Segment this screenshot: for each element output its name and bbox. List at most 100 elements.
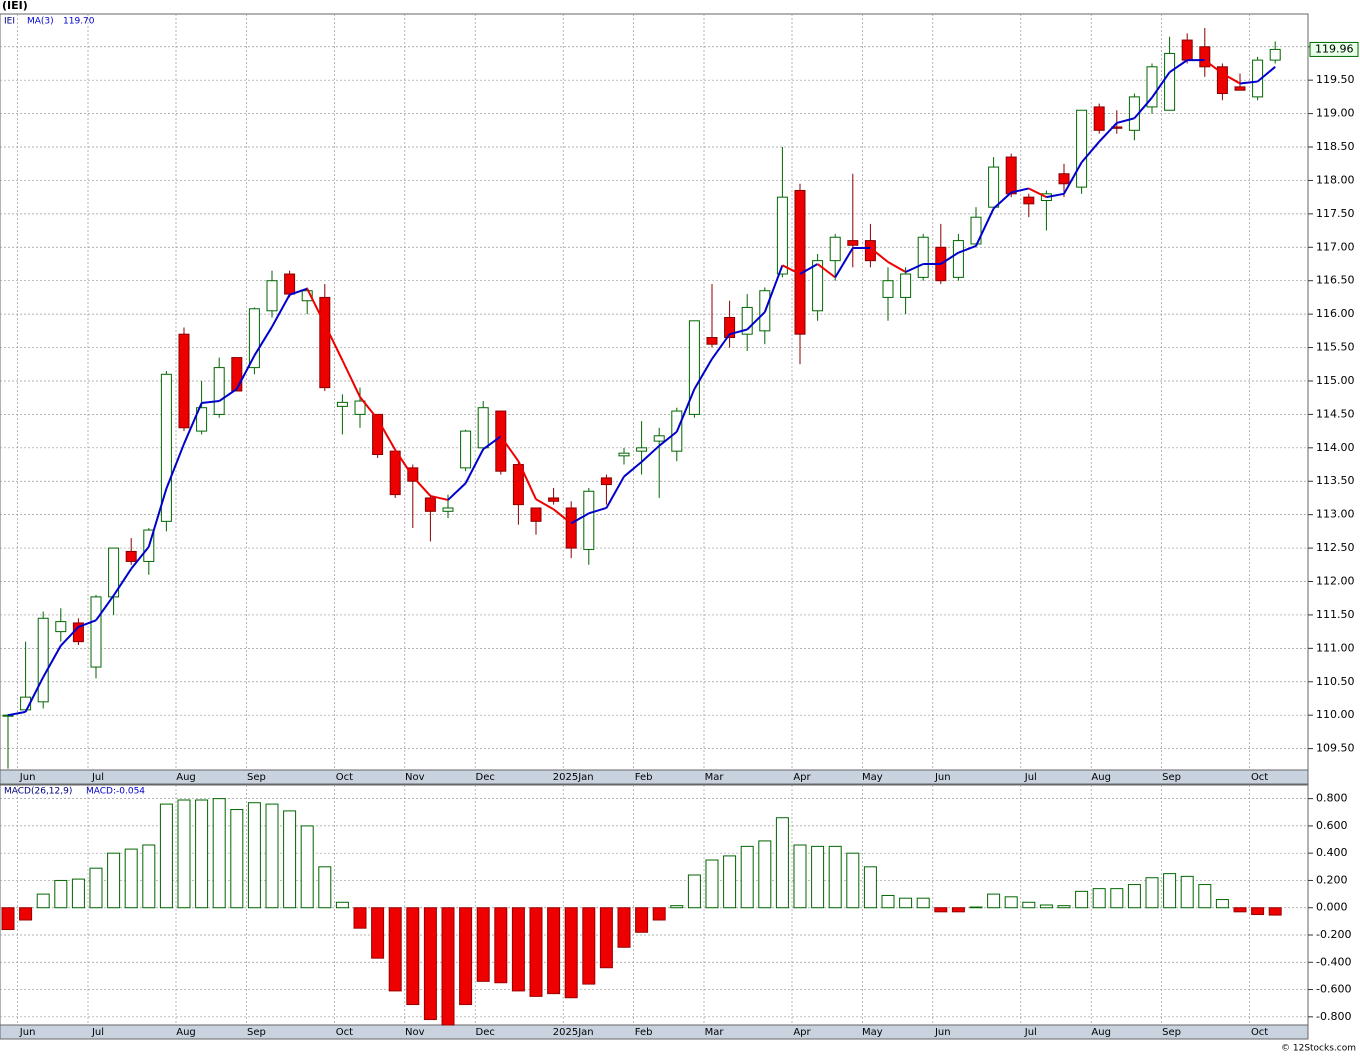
ma-segment [588,507,607,515]
ma-segment [394,449,414,478]
macd-bar [1127,884,1141,909]
chart-title: (IEI) [2,0,28,12]
x-tick-label: Oct [1251,1027,1268,1038]
macd-bar [1039,904,1053,909]
ma-segment [640,445,660,463]
candle-body [477,407,489,449]
y-tick-label: 117.50 [1316,207,1355,220]
ma-segment [253,326,273,357]
macd-bar [670,905,684,909]
ma-segment [1133,96,1153,119]
x-tick-label: Sep [247,1027,266,1038]
ma-segment [992,191,1012,210]
macd-bar [1,907,15,931]
ma-segment [1239,80,1258,85]
x-tick-label: Jun [934,1027,951,1038]
macd-bar [476,907,490,982]
macd-bar [195,799,209,909]
macd-bar [652,907,666,921]
candle-body [530,507,542,522]
y-tick-label: 113.50 [1316,474,1355,487]
ma-segment [570,512,590,525]
macd-bar [881,894,895,909]
candle-body [354,400,366,415]
candle-body [812,260,824,312]
x-tick-label: Dec [476,772,495,783]
macd-bar [1075,890,1089,909]
macd-bar [54,879,68,909]
macd-bar [687,874,701,909]
macd-bar [758,840,772,909]
x-tick-label: May [862,772,883,783]
macd-bar [511,907,525,992]
ma-segment [834,247,854,278]
candle-body [1234,86,1246,91]
candle-body [864,240,876,262]
candle-body [2,714,14,717]
macd-bar [36,893,50,909]
macd-bar [951,907,965,913]
ma-segment [623,461,643,478]
ma-segment [323,323,344,361]
macd-bar [441,907,455,1026]
ma-segment [112,568,133,597]
candle-body [724,316,736,339]
candle-body [776,196,788,275]
x-tick-label: Sep [247,772,266,783]
y-tick-label: 116.50 [1316,274,1355,287]
y-tick-label: 114.00 [1316,441,1355,454]
ma-segment [359,396,379,420]
candle-body [565,507,577,549]
ma-segment [1169,59,1188,73]
candle-body [688,320,700,415]
ma-segment [341,359,361,398]
macd-bar [142,844,156,909]
macd-bar [899,897,913,909]
macd-bar [265,803,279,909]
x-tick-label: Feb [635,772,653,783]
candle-body [231,357,243,392]
x-tick-label: Oct [336,1027,353,1038]
y-tick-label: 114.50 [1316,407,1355,420]
macd-bar [828,845,842,909]
ma-segment [746,311,766,331]
ma-segment [1116,117,1135,124]
macd-bar [863,866,877,909]
macd-bar [335,901,349,909]
candle-body [1146,66,1158,108]
candle-body [618,452,630,457]
ma-segment [693,358,713,390]
macd-bar [124,848,138,909]
y-tick-label: -0.200 [1316,928,1351,941]
ma-segment [711,333,731,360]
candle-body [1093,106,1105,131]
y-tick-label: 110.00 [1316,708,1355,721]
symbol-label: IEI [4,17,15,27]
x-tick-label: Oct [336,772,353,783]
y-tick-label: -0.400 [1316,955,1351,968]
x-tick-label: Mar [705,1027,725,1038]
candle-body [653,435,665,442]
macd-bar [775,817,789,909]
ma-value: 119.70 [63,17,95,27]
macd-bar [723,855,737,909]
macd-bar [89,867,103,909]
y-tick-label: 110.50 [1316,675,1355,688]
candle-body [900,273,912,298]
macd-bar [1163,873,1177,909]
ma-segment [376,418,397,451]
ma-segment [675,388,696,433]
candle-body [1269,48,1281,61]
ma-segment [306,288,326,325]
x-tick-label: Oct [1251,772,1268,783]
macd-bar [1145,877,1159,909]
macd-bar [1057,905,1071,909]
candle-body [1216,66,1228,95]
candle-body [213,367,225,415]
candle-body [55,621,67,633]
y-tick-label: 112.50 [1316,541,1355,554]
macd-bar [1092,888,1106,909]
macd-bar [423,907,437,1021]
candle-body [583,490,595,550]
macd-bar [283,810,297,909]
